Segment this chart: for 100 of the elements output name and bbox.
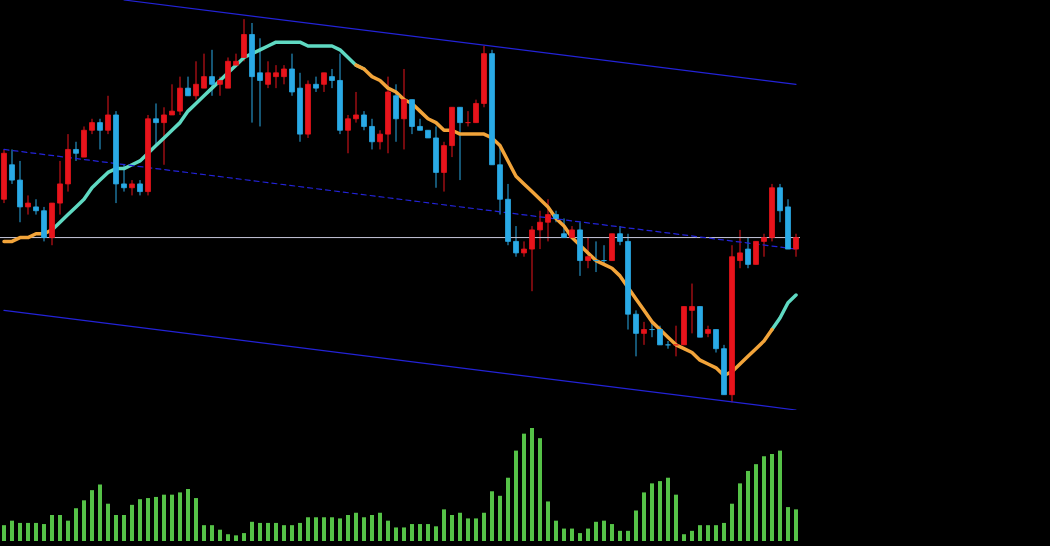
bar <box>2 525 6 541</box>
bar <box>266 522 270 541</box>
candlestick <box>393 83 399 143</box>
bar <box>514 450 518 541</box>
candlestick <box>665 340 671 350</box>
bar <box>282 525 286 541</box>
bar <box>106 503 110 541</box>
candlestick <box>177 76 183 116</box>
bar <box>754 464 758 541</box>
bar <box>354 512 358 541</box>
bar <box>218 529 222 541</box>
candlestick <box>97 118 103 150</box>
bar <box>402 527 406 541</box>
bar <box>546 501 550 541</box>
bar <box>298 522 302 541</box>
candlestick <box>633 309 639 357</box>
bar <box>362 517 366 541</box>
candlestick <box>417 118 423 131</box>
bar <box>554 520 558 541</box>
candlestick <box>529 225 535 292</box>
candlestick <box>401 68 407 150</box>
bar <box>506 477 510 541</box>
bar <box>258 522 262 541</box>
candlestick <box>289 53 295 97</box>
candlestick <box>329 68 335 89</box>
candlestick <box>737 229 743 269</box>
bar <box>90 490 94 541</box>
bar <box>730 503 734 541</box>
bar <box>26 522 30 541</box>
bar <box>658 481 662 541</box>
bar <box>794 509 798 541</box>
bar <box>482 512 486 541</box>
candlestick <box>353 91 359 124</box>
bar <box>642 492 646 541</box>
candlestick <box>521 240 527 258</box>
candlestick <box>753 240 759 265</box>
bar <box>570 528 574 541</box>
bar <box>98 484 102 541</box>
candlestick <box>25 194 31 216</box>
candlestick <box>217 76 223 97</box>
bar <box>314 517 318 541</box>
bar <box>410 524 414 541</box>
candlestick <box>209 49 215 97</box>
candlestick <box>657 325 663 346</box>
candlestick <box>369 118 375 150</box>
candlestick <box>281 64 287 85</box>
candlestick <box>257 37 263 127</box>
candlestick <box>537 210 543 250</box>
candlestick <box>513 225 519 258</box>
candlestick <box>377 129 383 150</box>
bar <box>474 518 478 541</box>
bar <box>202 525 206 541</box>
bar <box>58 515 62 541</box>
bar <box>74 508 78 541</box>
bar <box>698 525 702 541</box>
candlestick <box>713 329 719 354</box>
bar <box>762 456 766 541</box>
candlestick <box>105 95 111 135</box>
bar <box>634 510 638 541</box>
bar <box>154 496 158 541</box>
bar <box>690 530 694 541</box>
bar <box>786 507 790 541</box>
candlestick <box>169 83 175 116</box>
bar <box>682 534 686 541</box>
candlestick <box>561 217 567 239</box>
bar <box>578 533 582 541</box>
bar <box>370 515 374 541</box>
bar <box>458 512 462 541</box>
candlestick <box>161 106 167 166</box>
candlestick <box>313 76 319 93</box>
candlestick <box>777 183 783 223</box>
candlestick <box>129 179 135 196</box>
candlestick <box>361 110 367 131</box>
bar <box>426 524 430 541</box>
bar <box>130 504 134 541</box>
candlestick <box>153 102 159 147</box>
bar <box>618 530 622 541</box>
candlestick <box>585 237 591 269</box>
bar <box>602 520 606 541</box>
candlestick <box>265 60 271 89</box>
bar <box>386 520 390 541</box>
candlestick <box>793 233 799 258</box>
bar <box>114 515 118 541</box>
bar <box>394 527 398 541</box>
bar <box>34 522 38 541</box>
bar <box>186 489 190 541</box>
bar <box>418 524 422 541</box>
candlestick <box>641 321 647 346</box>
bar <box>530 428 534 541</box>
bar <box>242 533 246 541</box>
bar <box>378 512 382 541</box>
candlestick <box>201 53 207 89</box>
candlestick <box>761 233 767 258</box>
candlestick <box>321 72 327 93</box>
bar <box>770 453 774 541</box>
candlestick <box>73 141 79 162</box>
bar <box>738 483 742 541</box>
bar <box>346 515 350 541</box>
candlestick <box>545 198 551 242</box>
bar <box>746 470 750 541</box>
